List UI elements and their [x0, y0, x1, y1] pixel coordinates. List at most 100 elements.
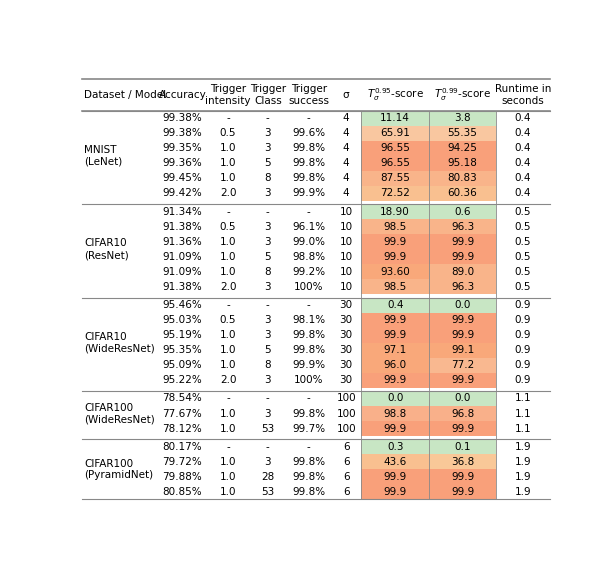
Text: 1.1: 1.1 — [514, 423, 531, 434]
Text: -: - — [266, 300, 270, 310]
Text: 91.38%: 91.38% — [163, 282, 202, 292]
Bar — [362, 342, 429, 358]
Text: 4: 4 — [343, 143, 349, 153]
Text: 99.45%: 99.45% — [163, 173, 202, 183]
Text: 91.38%: 91.38% — [163, 222, 202, 231]
Text: 96.3: 96.3 — [451, 222, 474, 231]
Text: 2.0: 2.0 — [220, 282, 237, 292]
Text: 0.0: 0.0 — [455, 300, 471, 310]
Text: 1.0: 1.0 — [220, 237, 237, 247]
Text: 1.0: 1.0 — [220, 158, 237, 169]
Text: 55.35: 55.35 — [448, 128, 477, 138]
Text: 1.0: 1.0 — [220, 252, 237, 262]
Text: 91.09%: 91.09% — [163, 252, 202, 262]
Text: 100%: 100% — [294, 375, 323, 385]
Text: 5: 5 — [264, 252, 271, 262]
Bar — [429, 406, 496, 421]
Bar — [429, 219, 496, 234]
Text: 91.09%: 91.09% — [163, 267, 202, 277]
Text: 99.9: 99.9 — [384, 472, 407, 482]
Text: 99.9%: 99.9% — [292, 188, 325, 199]
Bar — [362, 312, 429, 328]
Text: 99.8%: 99.8% — [292, 409, 325, 418]
Text: 99.9: 99.9 — [451, 237, 474, 247]
Text: -: - — [307, 393, 310, 404]
Text: 94.25: 94.25 — [448, 143, 477, 153]
Text: 1.0: 1.0 — [220, 487, 237, 497]
Text: 0.5: 0.5 — [515, 207, 531, 217]
Bar — [362, 484, 429, 499]
Text: 99.42%: 99.42% — [163, 188, 202, 199]
Text: -: - — [266, 442, 270, 452]
Text: 30: 30 — [339, 375, 353, 385]
Text: 99.2%: 99.2% — [292, 267, 325, 277]
Text: 99.8%: 99.8% — [292, 143, 325, 153]
Text: 77.67%: 77.67% — [163, 409, 202, 418]
Text: Trigger
intensity: Trigger intensity — [205, 84, 251, 106]
Text: 78.12%: 78.12% — [163, 423, 202, 434]
Bar — [429, 373, 496, 388]
Text: 0.9: 0.9 — [515, 300, 531, 310]
Text: 99.38%: 99.38% — [163, 113, 202, 123]
Text: 53: 53 — [261, 423, 275, 434]
Text: 99.9: 99.9 — [384, 330, 407, 340]
Bar — [429, 342, 496, 358]
Text: 0.3: 0.3 — [387, 442, 403, 452]
Text: 100%: 100% — [294, 282, 323, 292]
Text: 99.38%: 99.38% — [163, 128, 202, 138]
Text: 3: 3 — [264, 188, 271, 199]
Bar — [429, 111, 496, 126]
Bar — [362, 454, 429, 469]
Text: 1.0: 1.0 — [220, 457, 237, 467]
Text: 78.54%: 78.54% — [163, 393, 202, 404]
Text: 3.8: 3.8 — [454, 113, 471, 123]
Text: 10: 10 — [339, 207, 353, 217]
Text: 80.83: 80.83 — [448, 173, 477, 183]
Text: 1.0: 1.0 — [220, 423, 237, 434]
Text: 2.0: 2.0 — [220, 375, 237, 385]
Text: 96.55: 96.55 — [380, 143, 410, 153]
Text: Dataset / Model: Dataset / Model — [84, 90, 166, 100]
Text: Runtime in
seconds: Runtime in seconds — [495, 84, 551, 106]
Text: 99.9: 99.9 — [451, 375, 474, 385]
Bar — [429, 264, 496, 280]
Bar — [362, 358, 429, 373]
Text: 99.9: 99.9 — [451, 252, 474, 262]
Bar — [362, 204, 429, 219]
Text: 1.0: 1.0 — [220, 360, 237, 370]
Text: 96.3: 96.3 — [451, 282, 474, 292]
Text: 10: 10 — [339, 267, 353, 277]
Text: 4: 4 — [343, 113, 349, 123]
Text: 2.0: 2.0 — [220, 188, 237, 199]
Bar — [429, 298, 496, 312]
Text: 98.8%: 98.8% — [292, 252, 325, 262]
Text: 0.4: 0.4 — [515, 143, 531, 153]
Text: 0.0: 0.0 — [455, 393, 471, 404]
Text: 98.5: 98.5 — [384, 282, 407, 292]
Text: 97.1: 97.1 — [384, 345, 407, 355]
Text: 100: 100 — [336, 423, 356, 434]
Bar — [362, 469, 429, 484]
Text: 95.09%: 95.09% — [163, 360, 202, 370]
Bar — [429, 156, 496, 171]
Text: 3: 3 — [264, 409, 271, 418]
Bar — [429, 204, 496, 219]
Text: -: - — [226, 207, 230, 217]
Text: 95.22%: 95.22% — [163, 375, 202, 385]
Text: 3: 3 — [264, 143, 271, 153]
Bar — [362, 126, 429, 141]
Text: 0.4: 0.4 — [515, 173, 531, 183]
Text: 0.5: 0.5 — [220, 222, 237, 231]
Text: 10: 10 — [339, 252, 353, 262]
Text: 28: 28 — [261, 472, 275, 482]
Bar — [362, 219, 429, 234]
Text: 1.1: 1.1 — [514, 393, 531, 404]
Text: 3: 3 — [264, 128, 271, 138]
Text: 99.9: 99.9 — [384, 252, 407, 262]
Text: 99.9%: 99.9% — [292, 360, 325, 370]
Text: 93.60: 93.60 — [380, 267, 410, 277]
Bar — [362, 234, 429, 249]
Text: 0.5: 0.5 — [515, 237, 531, 247]
Text: 1.9: 1.9 — [514, 457, 531, 467]
Text: 72.52: 72.52 — [380, 188, 410, 199]
